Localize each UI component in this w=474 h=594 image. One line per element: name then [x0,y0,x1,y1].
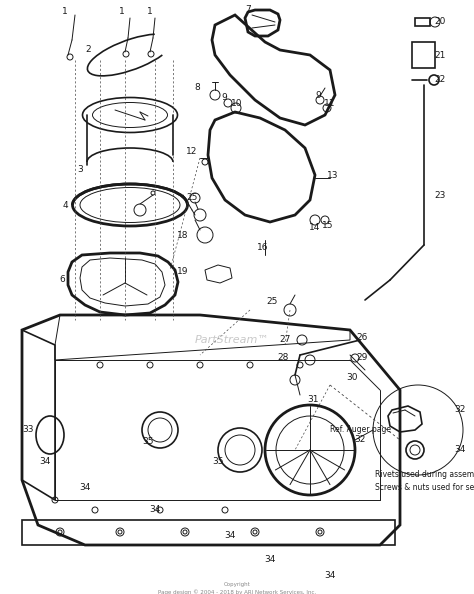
Text: 18: 18 [177,230,189,239]
Text: 25: 25 [186,194,198,203]
Text: 34: 34 [264,555,276,564]
Text: 13: 13 [327,170,339,179]
Text: 20: 20 [434,17,446,27]
Text: 9: 9 [315,90,321,100]
Text: 31: 31 [307,396,319,405]
Text: 28: 28 [277,353,289,362]
Text: 34: 34 [224,530,236,539]
Text: 30: 30 [346,374,358,383]
Text: 34: 34 [39,457,51,466]
Text: 9: 9 [221,93,227,103]
Text: 23: 23 [434,191,446,200]
Text: 4: 4 [62,201,68,210]
Text: 33: 33 [22,425,34,434]
Text: 14: 14 [310,223,321,232]
Text: 6: 6 [59,276,65,285]
Text: 27: 27 [279,336,291,345]
Text: 26: 26 [356,333,368,343]
Text: 22: 22 [434,75,446,84]
Text: Rivets used during assembly.
Screws & nuts used for servicing.: Rivets used during assembly. Screws & nu… [375,470,474,492]
Text: 1: 1 [147,8,153,17]
Text: 16: 16 [257,244,269,252]
Text: 7: 7 [245,5,251,14]
Text: 12: 12 [186,147,198,156]
Text: 8: 8 [194,84,200,93]
Text: 11: 11 [324,99,336,108]
Text: 25: 25 [266,298,278,307]
Text: 15: 15 [322,220,334,229]
Text: 21: 21 [434,50,446,59]
Text: 29: 29 [356,353,368,362]
Text: 34: 34 [79,484,91,492]
Text: 34: 34 [149,505,161,514]
Text: 19: 19 [177,267,189,276]
Text: PartStream™: PartStream™ [195,335,270,345]
Text: 32: 32 [454,406,465,415]
Text: 3: 3 [77,166,83,175]
Text: 10: 10 [231,99,243,108]
Text: 35: 35 [212,457,224,466]
Text: 34: 34 [454,446,465,454]
Text: Copyright
Page design © 2004 - 2018 by ARI Network Services, Inc.: Copyright Page design © 2004 - 2018 by A… [158,582,316,594]
Text: 35: 35 [142,438,154,447]
Text: 32: 32 [354,435,365,444]
Text: 2: 2 [85,46,91,55]
Text: 1: 1 [62,8,68,17]
Text: Ref. Auger page: Ref. Auger page [330,425,391,434]
Text: 34: 34 [324,570,336,580]
Text: 1: 1 [119,8,125,17]
